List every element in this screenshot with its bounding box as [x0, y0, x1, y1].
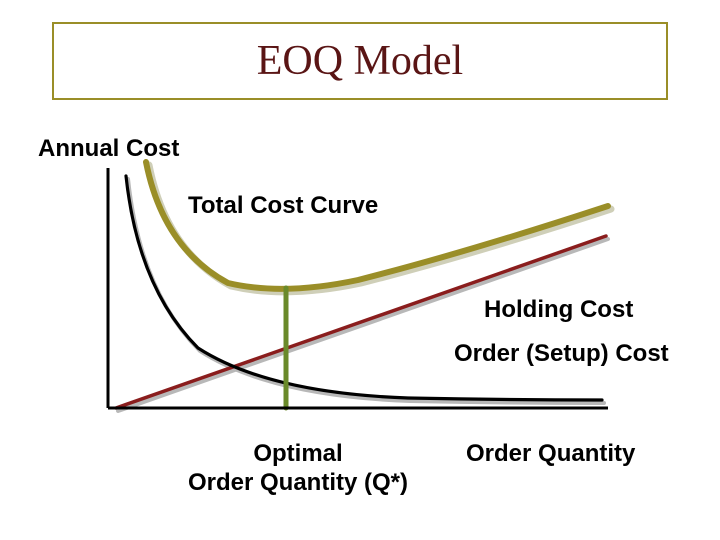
q-star-line1: Optimal [253, 440, 342, 467]
q-star-line2: Order Quantity (Q*) [188, 469, 408, 496]
y-axis-label: Annual Cost [38, 135, 179, 163]
title-box: EOQ Model [52, 22, 668, 100]
holding-line-shadow [118, 239, 608, 411]
x-axis-label: Order Quantity [466, 440, 635, 468]
total-cost-label: Total Cost Curve [188, 192, 378, 220]
optimal-q-label: Optimal Order Quantity (Q*) [168, 440, 428, 498]
holding-cost-label: Holding Cost [484, 296, 633, 324]
total-cost-curve [146, 162, 608, 289]
title-text: EOQ Model [257, 37, 463, 85]
order-setup-label: Order (Setup) Cost [454, 340, 669, 368]
